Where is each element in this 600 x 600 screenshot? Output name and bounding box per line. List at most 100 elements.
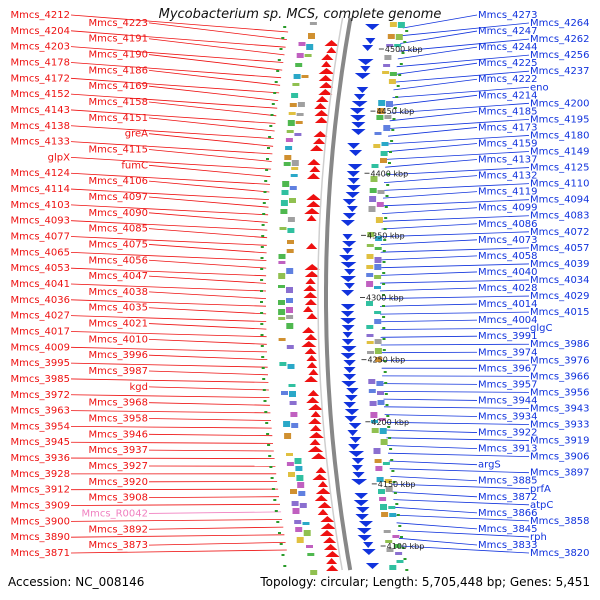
- label-leader-line: [70, 267, 267, 277]
- label-leader-line: [148, 164, 271, 178]
- track-tick: [392, 118, 396, 120]
- feature-track-block: [382, 71, 390, 74]
- track-tick: [260, 268, 264, 270]
- feature-tracks: [260, 22, 409, 575]
- feature-track-block: [371, 164, 379, 168]
- label-leader-line: [148, 402, 270, 406]
- feature-track-block: [282, 181, 290, 187]
- feature-track-block: [395, 34, 403, 40]
- label-leader-line: [395, 514, 530, 522]
- reverse-gene-arrow: [340, 304, 356, 310]
- gene-label: Mmcs_4085: [88, 224, 148, 235]
- feature-track-block: [392, 535, 400, 538]
- reverse-gene-arrow: [353, 500, 369, 506]
- gene-label: Mmcs_3885: [478, 476, 538, 487]
- track-tick: [399, 63, 403, 65]
- label-leader-line: [382, 191, 478, 199]
- feature-track-block: [380, 158, 387, 163]
- feature-track-block: [288, 384, 296, 387]
- feature-track-block: [376, 115, 384, 120]
- reverse-gene-arrow: [355, 514, 369, 520]
- feature-track-block: [378, 489, 385, 494]
- label-leader-line: [70, 77, 280, 94]
- gene-label: Mmcs_4143: [10, 105, 70, 116]
- feature-track-block: [368, 206, 376, 212]
- gene-label: Mmcs_4090: [88, 208, 148, 219]
- forward-gene-arrow: [309, 439, 321, 445]
- gene-label: Mmcs_3987: [88, 366, 148, 377]
- feature-track-block: [307, 553, 315, 556]
- reverse-gene-arrow: [346, 388, 359, 394]
- feature-track-block: [380, 151, 388, 156]
- gene-label: Mmcs_3976: [530, 355, 590, 366]
- track-tick: [396, 85, 400, 87]
- reverse-gene-arrow: [354, 493, 368, 499]
- label-leader-line: [148, 180, 270, 193]
- track-tick: [274, 81, 278, 83]
- label-leader-line: [382, 383, 478, 385]
- feature-track-block: [283, 162, 291, 166]
- forward-gene-arrow: [304, 264, 320, 270]
- feature-track-block: [289, 198, 296, 203]
- gene-label: Mmcs_4223: [88, 18, 148, 29]
- gene-label: Mmcs_4180: [530, 130, 590, 141]
- track-tick: [263, 191, 267, 193]
- track-tick: [390, 140, 394, 142]
- label-leader-line: [148, 338, 267, 345]
- forward-gene-arrow: [310, 411, 321, 417]
- gene-label: Mmcs_4106: [88, 176, 148, 187]
- track-tick: [393, 107, 397, 109]
- track-tick: [393, 492, 397, 494]
- reverse-gene-arrow: [342, 213, 356, 219]
- feature-track-block: [280, 209, 288, 214]
- reverse-gene-arrow: [346, 206, 358, 212]
- reverse-strand-genes: [339, 24, 380, 569]
- feature-track-block: [368, 379, 376, 384]
- track-tick: [401, 52, 405, 54]
- label-leader-line: [380, 319, 478, 323]
- track-tick: [382, 305, 385, 307]
- track-tick: [398, 74, 402, 76]
- feature-track-block: [389, 513, 397, 517]
- feature-track-block: [299, 503, 307, 508]
- label-leader-line: [70, 394, 270, 398]
- track-tick: [386, 184, 390, 186]
- forward-gene-arrow: [314, 495, 328, 501]
- forward-gene-arrow: [324, 40, 339, 46]
- ruler-label: 4100 kbp: [387, 542, 425, 551]
- feature-track-block: [383, 64, 391, 67]
- track-tick: [384, 382, 388, 384]
- feature-track-block: [366, 254, 374, 259]
- feature-track-block: [377, 400, 385, 405]
- label-leader-line: [148, 291, 267, 299]
- feature-track-block: [371, 420, 378, 423]
- feature-track-block: [309, 22, 317, 25]
- gene-label: Mmcs_4203: [10, 42, 70, 53]
- track-tick: [262, 389, 266, 391]
- track-tick: [283, 26, 287, 28]
- label-leader-line: [380, 343, 530, 346]
- feature-track-block: [295, 121, 303, 124]
- feature-track-block: [374, 132, 382, 135]
- label-leader-line: [70, 46, 284, 63]
- reverse-gene-arrow: [365, 563, 380, 569]
- feature-track-block: [382, 462, 390, 465]
- feature-track-block: [396, 560, 404, 563]
- accession-text: Accession: NC_008146: [8, 575, 145, 589]
- gene-label: Mmcs_4125: [530, 163, 590, 174]
- reverse-gene-arrow: [348, 444, 360, 450]
- sequence-ruler: 4500 kbp 4450 kbp 4400 kbp 4350 kbp 4300 kbp…: [360, 45, 424, 551]
- track-tick: [382, 250, 386, 252]
- gene-label: Mmcs_4247: [478, 26, 538, 37]
- reverse-gene-arrow: [342, 248, 353, 254]
- track-tick: [382, 349, 386, 351]
- track-tick: [383, 228, 387, 230]
- forward-gene-arrow: [308, 418, 322, 424]
- feature-track-block: [287, 120, 295, 126]
- reverse-gene-arrow: [343, 374, 357, 380]
- label-leader-line: [70, 410, 271, 414]
- feature-track-block: [374, 459, 382, 463]
- feature-track-block: [375, 357, 383, 362]
- forward-gene-arrow: [307, 390, 320, 396]
- gene-label: Mmcs_3967: [478, 363, 538, 374]
